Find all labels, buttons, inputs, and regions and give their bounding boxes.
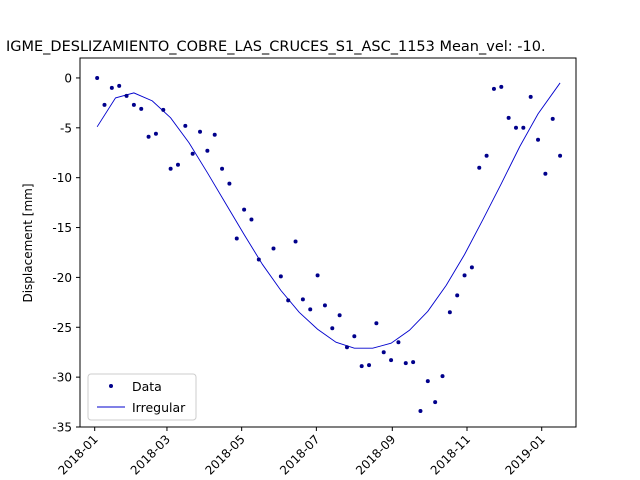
data-point — [337, 313, 342, 318]
data-point — [447, 310, 452, 315]
data-point — [558, 153, 563, 158]
data-point — [440, 374, 445, 379]
data-point — [425, 379, 430, 384]
data-point — [477, 165, 482, 170]
data-point — [381, 350, 386, 355]
data-point — [536, 137, 541, 142]
data-point — [469, 265, 474, 270]
data-point — [315, 273, 320, 278]
y-tick-label: -35 — [52, 421, 72, 435]
x-tick-label: 2019-01 — [502, 432, 547, 477]
data-point — [543, 171, 548, 176]
legend: Data Irregular — [87, 373, 197, 421]
data-point — [271, 246, 276, 251]
data-point — [374, 321, 379, 326]
x-tick-label: 2018-01 — [55, 432, 100, 477]
data-point — [411, 360, 416, 365]
data-point — [124, 93, 129, 98]
data-point — [190, 151, 195, 156]
data-point — [227, 181, 232, 186]
data-point — [528, 94, 533, 99]
y-tick-label: -25 — [52, 321, 72, 335]
data-point — [389, 358, 394, 363]
data-point — [499, 84, 504, 89]
data-point — [220, 166, 225, 171]
data-point — [484, 153, 489, 158]
data-point — [550, 116, 555, 121]
data-point — [249, 217, 254, 222]
data-point — [95, 75, 100, 80]
data-point — [322, 303, 327, 308]
data-point — [286, 298, 291, 303]
data-point — [109, 85, 114, 90]
data-point — [396, 340, 401, 345]
data-point — [352, 334, 357, 339]
data-point — [462, 273, 467, 278]
y-tick-label: -20 — [52, 271, 72, 285]
y-axis-label: Displacement [mm] — [21, 183, 35, 302]
y-tick-label: -30 — [52, 371, 72, 385]
data-point — [506, 115, 511, 120]
y-tick-label: 0 — [64, 71, 72, 85]
data-point — [175, 162, 180, 167]
y-tick-label: -15 — [52, 221, 72, 235]
legend-box — [87, 373, 197, 421]
data-point — [146, 134, 151, 139]
data-point — [418, 409, 423, 414]
data-point — [161, 107, 166, 112]
data-point — [359, 364, 364, 369]
x-tick-label: 2018-11 — [428, 432, 473, 477]
data-point — [308, 307, 313, 312]
x-tick-label: 2018-03 — [128, 432, 173, 477]
data-point — [403, 361, 408, 366]
data-point — [205, 148, 210, 153]
data-point — [131, 102, 136, 107]
data-point — [242, 207, 247, 212]
data-point — [367, 363, 372, 368]
data-point — [433, 400, 438, 405]
legend-marker-data — [109, 384, 113, 388]
series-line-irregular — [96, 82, 561, 349]
legend-label-data: Data — [132, 379, 162, 394]
data-point — [278, 274, 283, 279]
data-point — [513, 125, 518, 130]
chart-title: IGME_DESLIZAMIENTO_COBRE_LAS_CRUCES_S1_A… — [6, 39, 546, 55]
data-point — [183, 123, 188, 128]
y-tick-label: -10 — [52, 171, 72, 185]
data-point — [256, 257, 261, 262]
data-point — [293, 239, 298, 244]
data-point — [234, 236, 239, 241]
data-point — [117, 83, 122, 88]
x-tick-label: 2018-09 — [353, 432, 398, 477]
data-point — [153, 131, 158, 136]
y-tick-label: -5 — [60, 121, 72, 135]
data-point — [212, 132, 217, 137]
data-point — [102, 102, 107, 107]
data-point — [168, 166, 173, 171]
plot-area — [79, 57, 577, 428]
data-point — [344, 345, 349, 350]
x-tick-label: 2018-07 — [277, 432, 322, 477]
legend-label-irregular: Irregular — [132, 400, 186, 415]
data-point — [139, 106, 144, 111]
data-point — [300, 297, 305, 302]
data-point — [198, 129, 203, 134]
data-point — [330, 326, 335, 331]
data-point — [521, 125, 526, 130]
x-tick-label: 2018-05 — [202, 432, 247, 477]
data-point — [491, 86, 496, 91]
data-point — [455, 293, 460, 298]
axes-frame — [79, 57, 577, 428]
